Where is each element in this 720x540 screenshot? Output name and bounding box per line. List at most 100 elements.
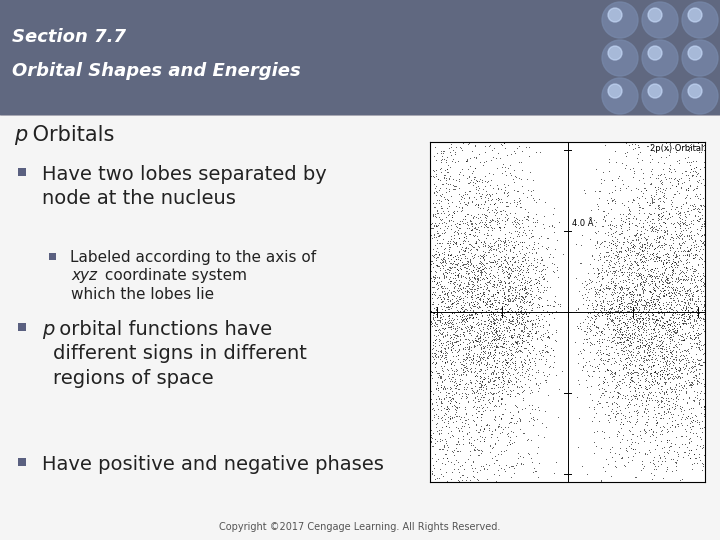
Point [603,258,614,266]
Point [611,409,622,418]
Point [670,341,681,349]
Point [476,390,487,399]
Point [688,205,699,213]
Point [511,331,523,340]
Point [665,291,677,299]
Point [636,338,648,346]
Point [602,208,613,217]
Point [493,222,505,231]
Point [530,315,541,324]
Point [506,462,518,470]
Point [689,357,701,366]
Point [612,321,624,329]
Point [446,212,458,221]
Point [640,340,652,348]
Point [665,312,677,321]
Point [671,327,683,335]
Point [488,280,500,289]
Point [598,288,609,296]
Point [506,338,518,347]
Point [669,288,680,296]
Point [660,375,671,383]
Point [680,170,692,179]
Point [471,261,482,269]
Point [631,269,642,278]
Point [425,183,436,191]
Point [461,334,472,343]
Point [475,462,487,470]
Point [632,185,644,194]
Point [638,352,649,360]
Point [672,258,683,267]
Point [606,336,618,345]
Point [680,193,692,201]
Point [487,310,499,319]
Point [638,296,649,305]
Point [652,309,664,318]
Point [638,285,649,293]
Point [572,323,584,332]
Point [675,381,687,389]
Point [477,342,489,350]
Point [485,239,496,247]
Point [676,325,688,333]
Text: p: p [42,320,55,339]
Point [463,350,474,359]
Point [668,174,680,183]
Point [452,156,464,165]
Point [482,241,494,249]
Point [607,404,618,413]
Circle shape [602,40,638,76]
Point [516,319,527,327]
Point [456,315,468,324]
Point [508,342,519,351]
Point [656,284,667,292]
Point [480,356,491,364]
Point [580,290,591,299]
Point [684,289,696,298]
Point [487,389,498,398]
Point [516,260,527,268]
Point [591,348,603,356]
Point [691,182,703,191]
Point [616,350,628,359]
Point [472,200,483,208]
Point [454,240,466,248]
Point [510,357,521,366]
Point [696,329,707,338]
Point [505,306,517,314]
Point [615,185,626,194]
Point [496,386,508,394]
Point [660,239,672,248]
Point [609,197,621,206]
Point [461,348,472,357]
Point [608,336,619,345]
Point [664,178,675,186]
Point [467,294,478,303]
Point [649,347,661,356]
Point [472,356,484,365]
Point [458,328,469,336]
Point [436,288,448,296]
Point [644,287,656,295]
Point [444,216,455,225]
Point [645,340,657,348]
Point [516,312,527,321]
Point [627,291,639,299]
Point [506,261,518,269]
Point [655,208,667,217]
Point [615,293,626,301]
Point [449,262,461,271]
Point [492,288,504,296]
Point [593,268,605,277]
Point [586,320,598,328]
Point [642,360,653,368]
Point [431,352,442,361]
Point [602,251,613,260]
Point [546,309,557,318]
Point [665,326,676,335]
Point [621,320,632,329]
Point [484,318,495,327]
Point [613,406,625,414]
Point [524,389,536,397]
